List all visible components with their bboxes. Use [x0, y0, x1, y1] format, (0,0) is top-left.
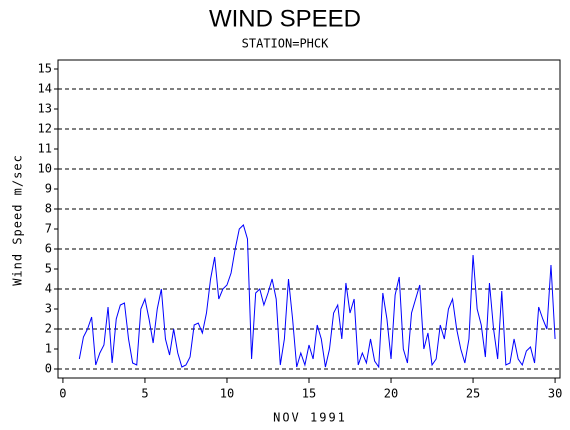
y-tick-label: 12 — [38, 122, 52, 136]
y-tick-label: 3 — [45, 302, 52, 316]
x-tick-label: 10 — [220, 387, 234, 401]
x-tick-label: 30 — [548, 387, 562, 401]
y-axis-label: Wind Speed m/sec — [11, 154, 25, 286]
y-tick-label: 5 — [45, 262, 52, 276]
x-tick-label: 25 — [466, 387, 480, 401]
y-tick-label: 8 — [45, 202, 52, 216]
y-tick-label: 0 — [45, 362, 52, 376]
y-tick-label: 1 — [45, 342, 52, 356]
y-tick-label: 6 — [45, 242, 52, 256]
y-tick-label: 14 — [38, 82, 52, 96]
y-tick-label: 4 — [45, 282, 52, 296]
y-tick-label: 11 — [38, 142, 52, 156]
x-axis-label: NOV 1991 — [273, 411, 347, 425]
chart-subtitle: STATION=PHCK — [242, 37, 329, 51]
y-tick-label: 10 — [38, 162, 52, 176]
y-tick-label: 2 — [45, 322, 52, 336]
y-tick-label: 15 — [38, 62, 52, 76]
x-tick-label: 5 — [141, 387, 148, 401]
x-tick-label: 0 — [59, 387, 66, 401]
x-tick-label: 20 — [384, 387, 398, 401]
plot-frame — [57, 59, 561, 379]
y-tick-label: 7 — [45, 222, 52, 236]
x-tick-label: 15 — [302, 387, 316, 401]
y-tick-label: 13 — [38, 102, 52, 116]
y-tick-label: 9 — [45, 182, 52, 196]
chart-title: WIND SPEED — [209, 5, 361, 32]
wind-speed-line — [78, 224, 556, 369]
